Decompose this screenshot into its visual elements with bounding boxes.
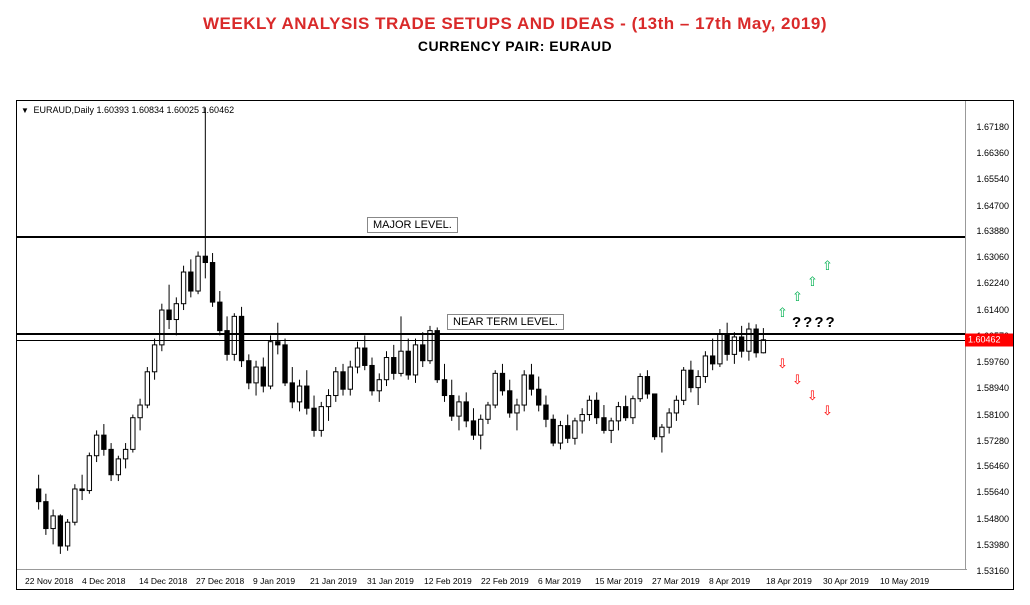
price-level-line	[17, 236, 967, 238]
y-tick: 1.62240	[976, 278, 1009, 288]
x-tick: 21 Jan 2019	[310, 576, 357, 586]
arrow-up-icon: ⇧	[807, 274, 818, 290]
y-axis: 1.67180 1.66360 1.65540 1.64700 1.63880 1.630…	[965, 101, 1013, 571]
y-tick: 1.58100	[976, 410, 1009, 420]
page-title: WEEKLY ANALYSIS TRADE SETUPS AND IDEAS -…	[0, 14, 1030, 34]
y-tick: 1.63060	[976, 252, 1009, 262]
current-price-tag: 1.60462	[965, 333, 1013, 346]
y-tick: 1.57280	[976, 436, 1009, 446]
y-tick: 1.66360	[976, 148, 1009, 158]
x-tick: 12 Feb 2019	[424, 576, 472, 586]
y-tick: 1.63880	[976, 226, 1009, 236]
x-tick: 6 Mar 2019	[538, 576, 581, 586]
x-tick: 22 Feb 2019	[481, 576, 529, 586]
arrow-up-icon: ⇧	[792, 289, 803, 305]
page-subtitle: CURRENCY PAIR: EURAUD	[0, 38, 1030, 54]
arrow-down-icon: ⇩	[822, 403, 833, 419]
x-tick: 27 Dec 2018	[196, 576, 244, 586]
y-tick: 1.54800	[976, 514, 1009, 524]
y-tick: 1.53980	[976, 540, 1009, 550]
arrow-up-icon: ⇧	[777, 305, 788, 321]
x-tick: 9 Jan 2019	[253, 576, 295, 586]
level-label: NEAR TERM LEVEL.	[447, 314, 564, 330]
arrow-up-icon: ⇧	[822, 258, 833, 274]
arrow-down-icon: ⇩	[792, 372, 803, 388]
level-label: MAJOR LEVEL.	[367, 217, 458, 233]
y-tick: 1.64700	[976, 201, 1009, 211]
price-level-line	[17, 340, 967, 341]
header: WEEKLY ANALYSIS TRADE SETUPS AND IDEAS -…	[0, 0, 1030, 54]
x-tick: 18 Apr 2019	[766, 576, 812, 586]
plot-area: ▼ EURAUD,Daily 1.60393 1.60834 1.60025 1…	[17, 101, 967, 571]
y-tick: 1.65540	[976, 174, 1009, 184]
y-tick: 1.58940	[976, 383, 1009, 393]
x-tick: 22 Nov 2018	[25, 576, 73, 586]
arrow-down-icon: ⇩	[807, 388, 818, 404]
x-tick: 30 Apr 2019	[823, 576, 869, 586]
y-tick: 1.59760	[976, 357, 1009, 367]
price-level-line	[17, 333, 967, 335]
x-tick: 8 Apr 2019	[709, 576, 750, 586]
y-tick: 1.55640	[976, 487, 1009, 497]
y-tick: 1.56460	[976, 461, 1009, 471]
arrow-down-icon: ⇩	[777, 356, 788, 372]
x-tick: 4 Dec 2018	[82, 576, 125, 586]
chart-frame: ▼ EURAUD,Daily 1.60393 1.60834 1.60025 1…	[16, 100, 1014, 590]
x-axis: 22 Nov 2018 4 Dec 2018 14 Dec 2018 27 Dec 2…	[17, 569, 967, 589]
x-tick: 10 May 2019	[880, 576, 929, 586]
y-tick: 1.67180	[976, 122, 1009, 132]
x-tick: 14 Dec 2018	[139, 576, 187, 586]
candlestick-svg	[17, 101, 967, 571]
x-tick: 31 Jan 2019	[367, 576, 414, 586]
x-tick: 27 Mar 2019	[652, 576, 700, 586]
y-tick: 1.61400	[976, 305, 1009, 315]
x-tick: 15 Mar 2019	[595, 576, 643, 586]
question-marks: ????	[792, 314, 837, 331]
y-tick: 1.53160	[976, 566, 1009, 576]
